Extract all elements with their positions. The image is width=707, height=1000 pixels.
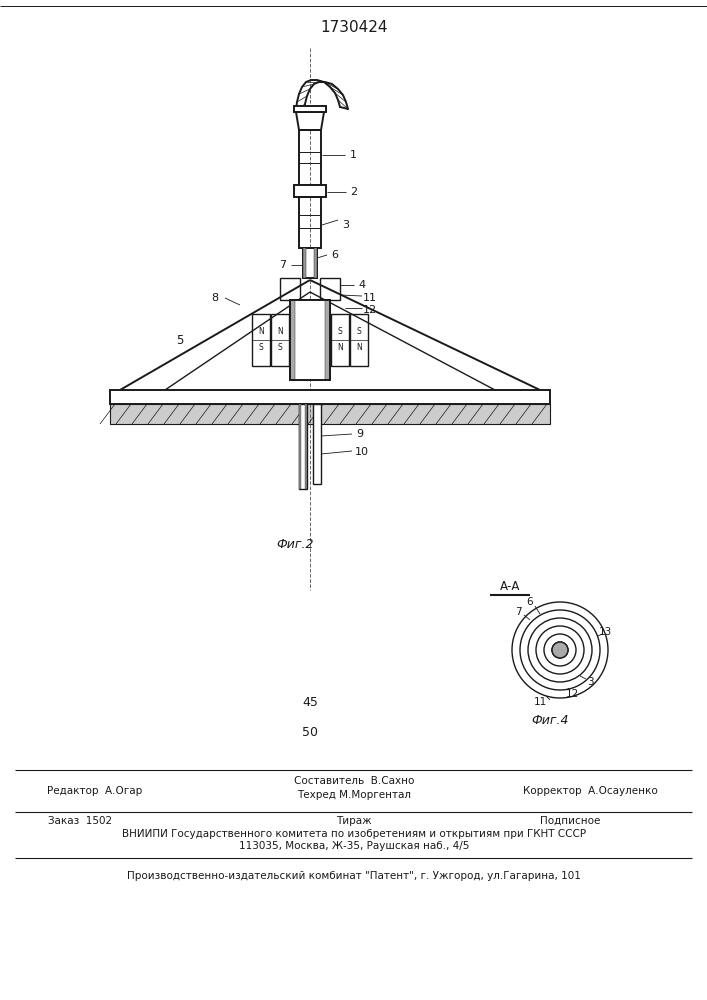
Text: Производственно-издательский комбинат "Патент", г. Ужгород, ул.Гагарина, 101: Производственно-издательский комбинат "П… xyxy=(127,871,581,881)
Text: N: N xyxy=(356,342,362,352)
Text: Редактор  А.Огар: Редактор А.Огар xyxy=(47,786,143,796)
Text: 11: 11 xyxy=(363,293,377,303)
Text: ВНИИПИ Государственного комитета по изобретениям и открытиям при ГКНТ СССР: ВНИИПИ Государственного комитета по изоб… xyxy=(122,829,586,839)
Bar xyxy=(350,314,368,366)
Text: 50: 50 xyxy=(302,726,318,738)
Text: 7: 7 xyxy=(515,607,521,617)
Text: Тираж: Тираж xyxy=(337,816,372,826)
Text: 2: 2 xyxy=(351,187,358,197)
Polygon shape xyxy=(314,248,317,278)
Bar xyxy=(290,300,330,380)
Bar xyxy=(331,314,349,366)
Text: 10: 10 xyxy=(355,447,369,457)
Text: 4: 4 xyxy=(358,280,366,290)
Text: А-А: А-А xyxy=(500,580,520,593)
Text: 6: 6 xyxy=(527,597,533,607)
Text: Техред М.Моргентал: Техред М.Моргентал xyxy=(297,790,411,800)
Text: Составитель  В.Сахно: Составитель В.Сахно xyxy=(294,776,414,786)
Text: 1: 1 xyxy=(349,150,356,160)
Bar xyxy=(303,248,317,278)
Bar xyxy=(320,278,340,300)
Text: Заказ  1502: Заказ 1502 xyxy=(48,816,112,826)
Bar xyxy=(252,314,270,366)
Bar xyxy=(299,404,307,489)
Bar xyxy=(280,278,300,300)
Text: 7: 7 xyxy=(279,260,286,270)
Polygon shape xyxy=(303,248,306,278)
Bar xyxy=(313,404,321,484)
Text: 113035, Москва, Ж-35, Раушская наб., 4/5: 113035, Москва, Ж-35, Раушская наб., 4/5 xyxy=(239,841,469,851)
Bar xyxy=(271,314,289,366)
Polygon shape xyxy=(305,404,307,489)
Bar xyxy=(299,130,321,185)
Text: N: N xyxy=(258,328,264,336)
Text: 13: 13 xyxy=(598,627,612,637)
Bar xyxy=(110,390,550,404)
Bar xyxy=(299,197,321,248)
Text: 5: 5 xyxy=(176,334,184,347)
Bar xyxy=(294,185,326,197)
Circle shape xyxy=(552,642,568,658)
Text: 11: 11 xyxy=(533,697,547,707)
Text: 8: 8 xyxy=(211,293,218,303)
Text: 1730424: 1730424 xyxy=(320,20,387,35)
Polygon shape xyxy=(290,300,295,380)
Text: Подписное: Подписное xyxy=(540,816,600,826)
Text: S: S xyxy=(338,328,342,336)
Text: 6: 6 xyxy=(332,250,339,260)
Text: S: S xyxy=(356,328,361,336)
Polygon shape xyxy=(299,404,301,489)
Bar xyxy=(294,106,326,112)
Text: 12: 12 xyxy=(363,305,377,315)
Text: Фиг.4: Фиг.4 xyxy=(531,714,568,726)
Text: 12: 12 xyxy=(566,689,578,699)
Text: Фиг.2: Фиг.2 xyxy=(276,538,314,552)
Text: 3: 3 xyxy=(587,677,593,687)
Text: Корректор  А.Осауленко: Корректор А.Осауленко xyxy=(522,786,658,796)
Bar xyxy=(110,404,550,424)
Text: 45: 45 xyxy=(302,696,318,708)
Text: N: N xyxy=(337,342,343,352)
Text: S: S xyxy=(278,342,282,352)
Bar xyxy=(293,300,327,380)
Text: S: S xyxy=(259,342,264,352)
Polygon shape xyxy=(290,300,330,380)
Text: N: N xyxy=(277,328,283,336)
Text: 3: 3 xyxy=(342,220,349,230)
Text: 9: 9 xyxy=(356,429,363,439)
Polygon shape xyxy=(325,300,330,380)
Polygon shape xyxy=(296,112,324,130)
